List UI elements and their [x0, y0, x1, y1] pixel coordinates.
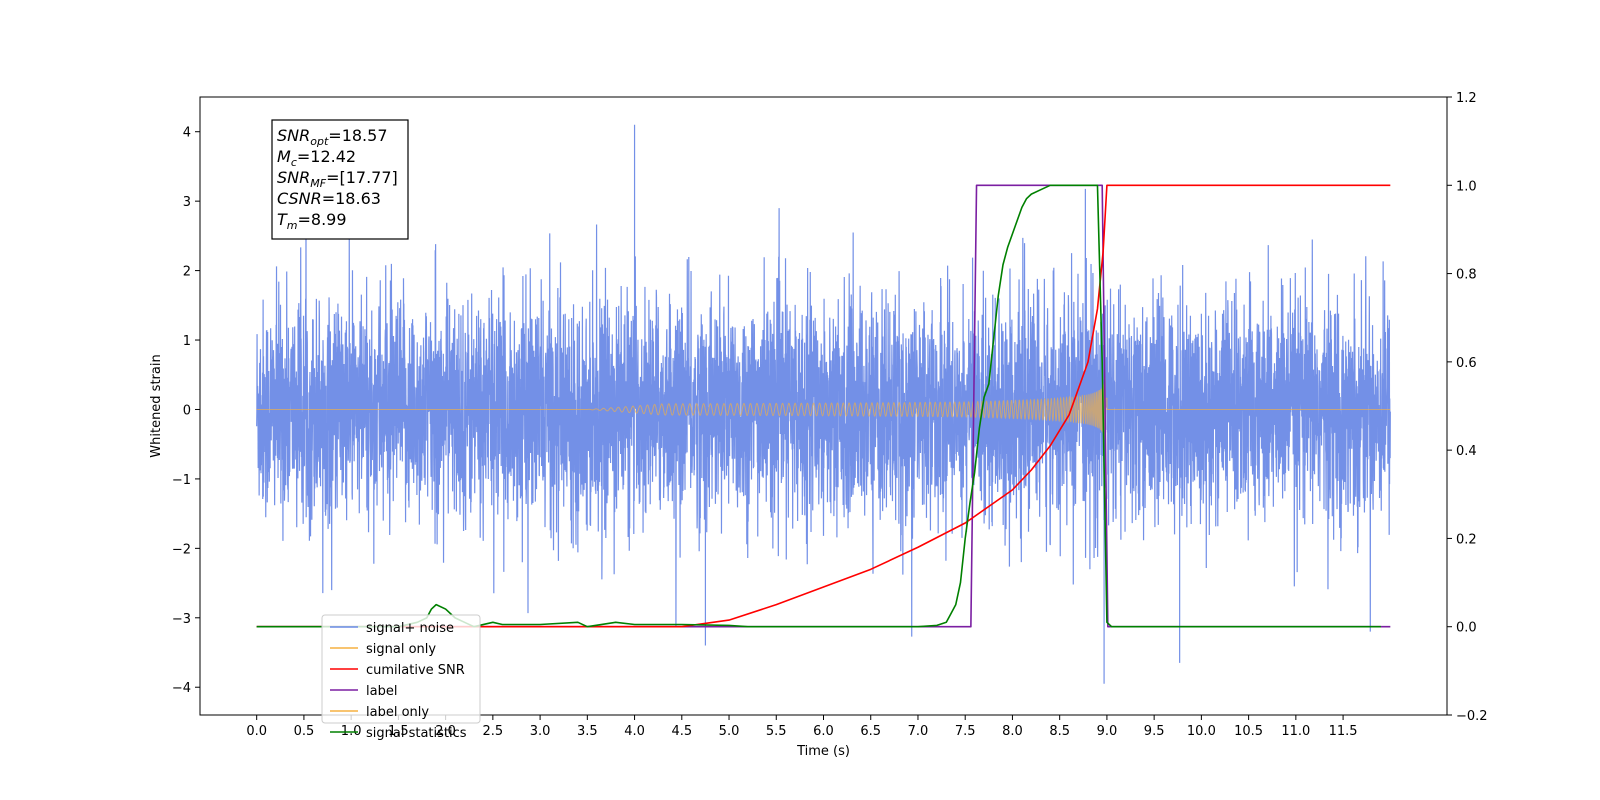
x-tick-label: 10.0 [1187, 724, 1216, 739]
y-right-tick-label: 0.2 [1456, 532, 1477, 547]
x-tick-label: 9.5 [1144, 724, 1165, 739]
x-tick-label: 6.0 [813, 724, 834, 739]
x-tick-label: 7.0 [908, 724, 929, 739]
series-signal-plus-noise [256, 124, 1391, 684]
x-tick-label: 3.5 [577, 724, 598, 739]
y-left-tick-label: 4 [183, 126, 191, 141]
x-tick-label: 2.0 [435, 724, 456, 739]
legend-label: signal statistics [366, 726, 467, 741]
y-left-axis-ticks: −4 −3 −2 −1 0 1 2 3 4 [172, 126, 200, 696]
x-axis-ticks: 0.0 0.5 1.0 1.5 2.0 2.5 3.0 3.5 4.0 4.5 5.0 5.5 6.0 6… [246, 715, 1358, 739]
y-left-tick-label: 1 [183, 334, 191, 349]
annotation-line: Tm=8.99 [277, 210, 347, 232]
y-right-tick-label: 0.8 [1456, 268, 1477, 283]
y-right-tick-label: 0.4 [1456, 444, 1477, 459]
y-left-tick-label: −4 [172, 681, 191, 696]
legend-label: label [366, 684, 397, 699]
x-tick-label: 0.0 [246, 724, 267, 739]
x-tick-label: 0.5 [294, 724, 315, 739]
legend: signal+ noise signal only cumilative SNR la… [321, 614, 481, 741]
signal-only-line [256, 377, 1391, 445]
y-left-tick-label: 3 [183, 195, 191, 210]
annotation-line: CSNR=18.63 [277, 189, 381, 208]
y-left-tick-label: −1 [172, 473, 191, 488]
annotation-line: Mc=12.42 [277, 147, 356, 169]
legend-label: signal+ noise [366, 621, 454, 636]
y-right-tick-label: 1.0 [1456, 179, 1477, 194]
legend-frame [321, 614, 481, 724]
y-right-axis-ticks: −0.2 0.0 0.2 0.4 0.6 0.8 1.0 1.2 [1447, 91, 1488, 724]
x-tick-label: 9.0 [1097, 724, 1118, 739]
annotation-frame [271, 119, 409, 240]
y-right-tick-label: 1.2 [1456, 91, 1477, 106]
x-tick-label: 8.5 [1049, 724, 1070, 739]
annotation-line: SNRopt=18.57 [277, 126, 388, 148]
x-tick-label: 10.5 [1234, 724, 1263, 739]
x-tick-label: 4.0 [624, 724, 645, 739]
y-right-tick-label: 0.0 [1456, 621, 1477, 636]
series-signal-only [256, 377, 1391, 445]
y-right-tick-label: −0.2 [1456, 709, 1488, 724]
x-tick-label: 1.5 [388, 724, 409, 739]
x-tick-label: 5.5 [766, 724, 787, 739]
x-tick-label: 8.0 [1002, 724, 1023, 739]
x-tick-label: 3.0 [530, 724, 551, 739]
legend-label: cumilative SNR [366, 663, 465, 678]
y-axis-label: Whitened strain [149, 354, 164, 457]
x-tick-label: 2.5 [483, 724, 504, 739]
x-tick-label: 5.0 [719, 724, 740, 739]
y-left-tick-label: 2 [183, 265, 191, 280]
legend-label: signal only [366, 642, 436, 657]
annotation-line: SNRMF=[17.77] [277, 168, 398, 190]
x-axis-label: Time (s) [796, 744, 850, 759]
y-left-tick-label: 0 [183, 403, 191, 418]
x-tick-label: 4.5 [671, 724, 692, 739]
x-tick-label: 7.5 [955, 724, 976, 739]
legend-label: label only [366, 705, 429, 720]
y-left-tick-label: −3 [172, 612, 191, 627]
annotation-box: SNRopt=18.57Mc=12.42SNRMF=[17.77]CSNR=18… [271, 119, 409, 240]
y-left-tick-label: −2 [172, 542, 191, 557]
y-right-tick-label: 0.6 [1456, 356, 1477, 371]
x-tick-label: 11.5 [1329, 724, 1358, 739]
x-tick-label: 11.0 [1281, 724, 1310, 739]
x-tick-label: 6.5 [860, 724, 881, 739]
series-line-cumilative-snr [256, 184, 1391, 628]
noise-line [256, 124, 1391, 684]
